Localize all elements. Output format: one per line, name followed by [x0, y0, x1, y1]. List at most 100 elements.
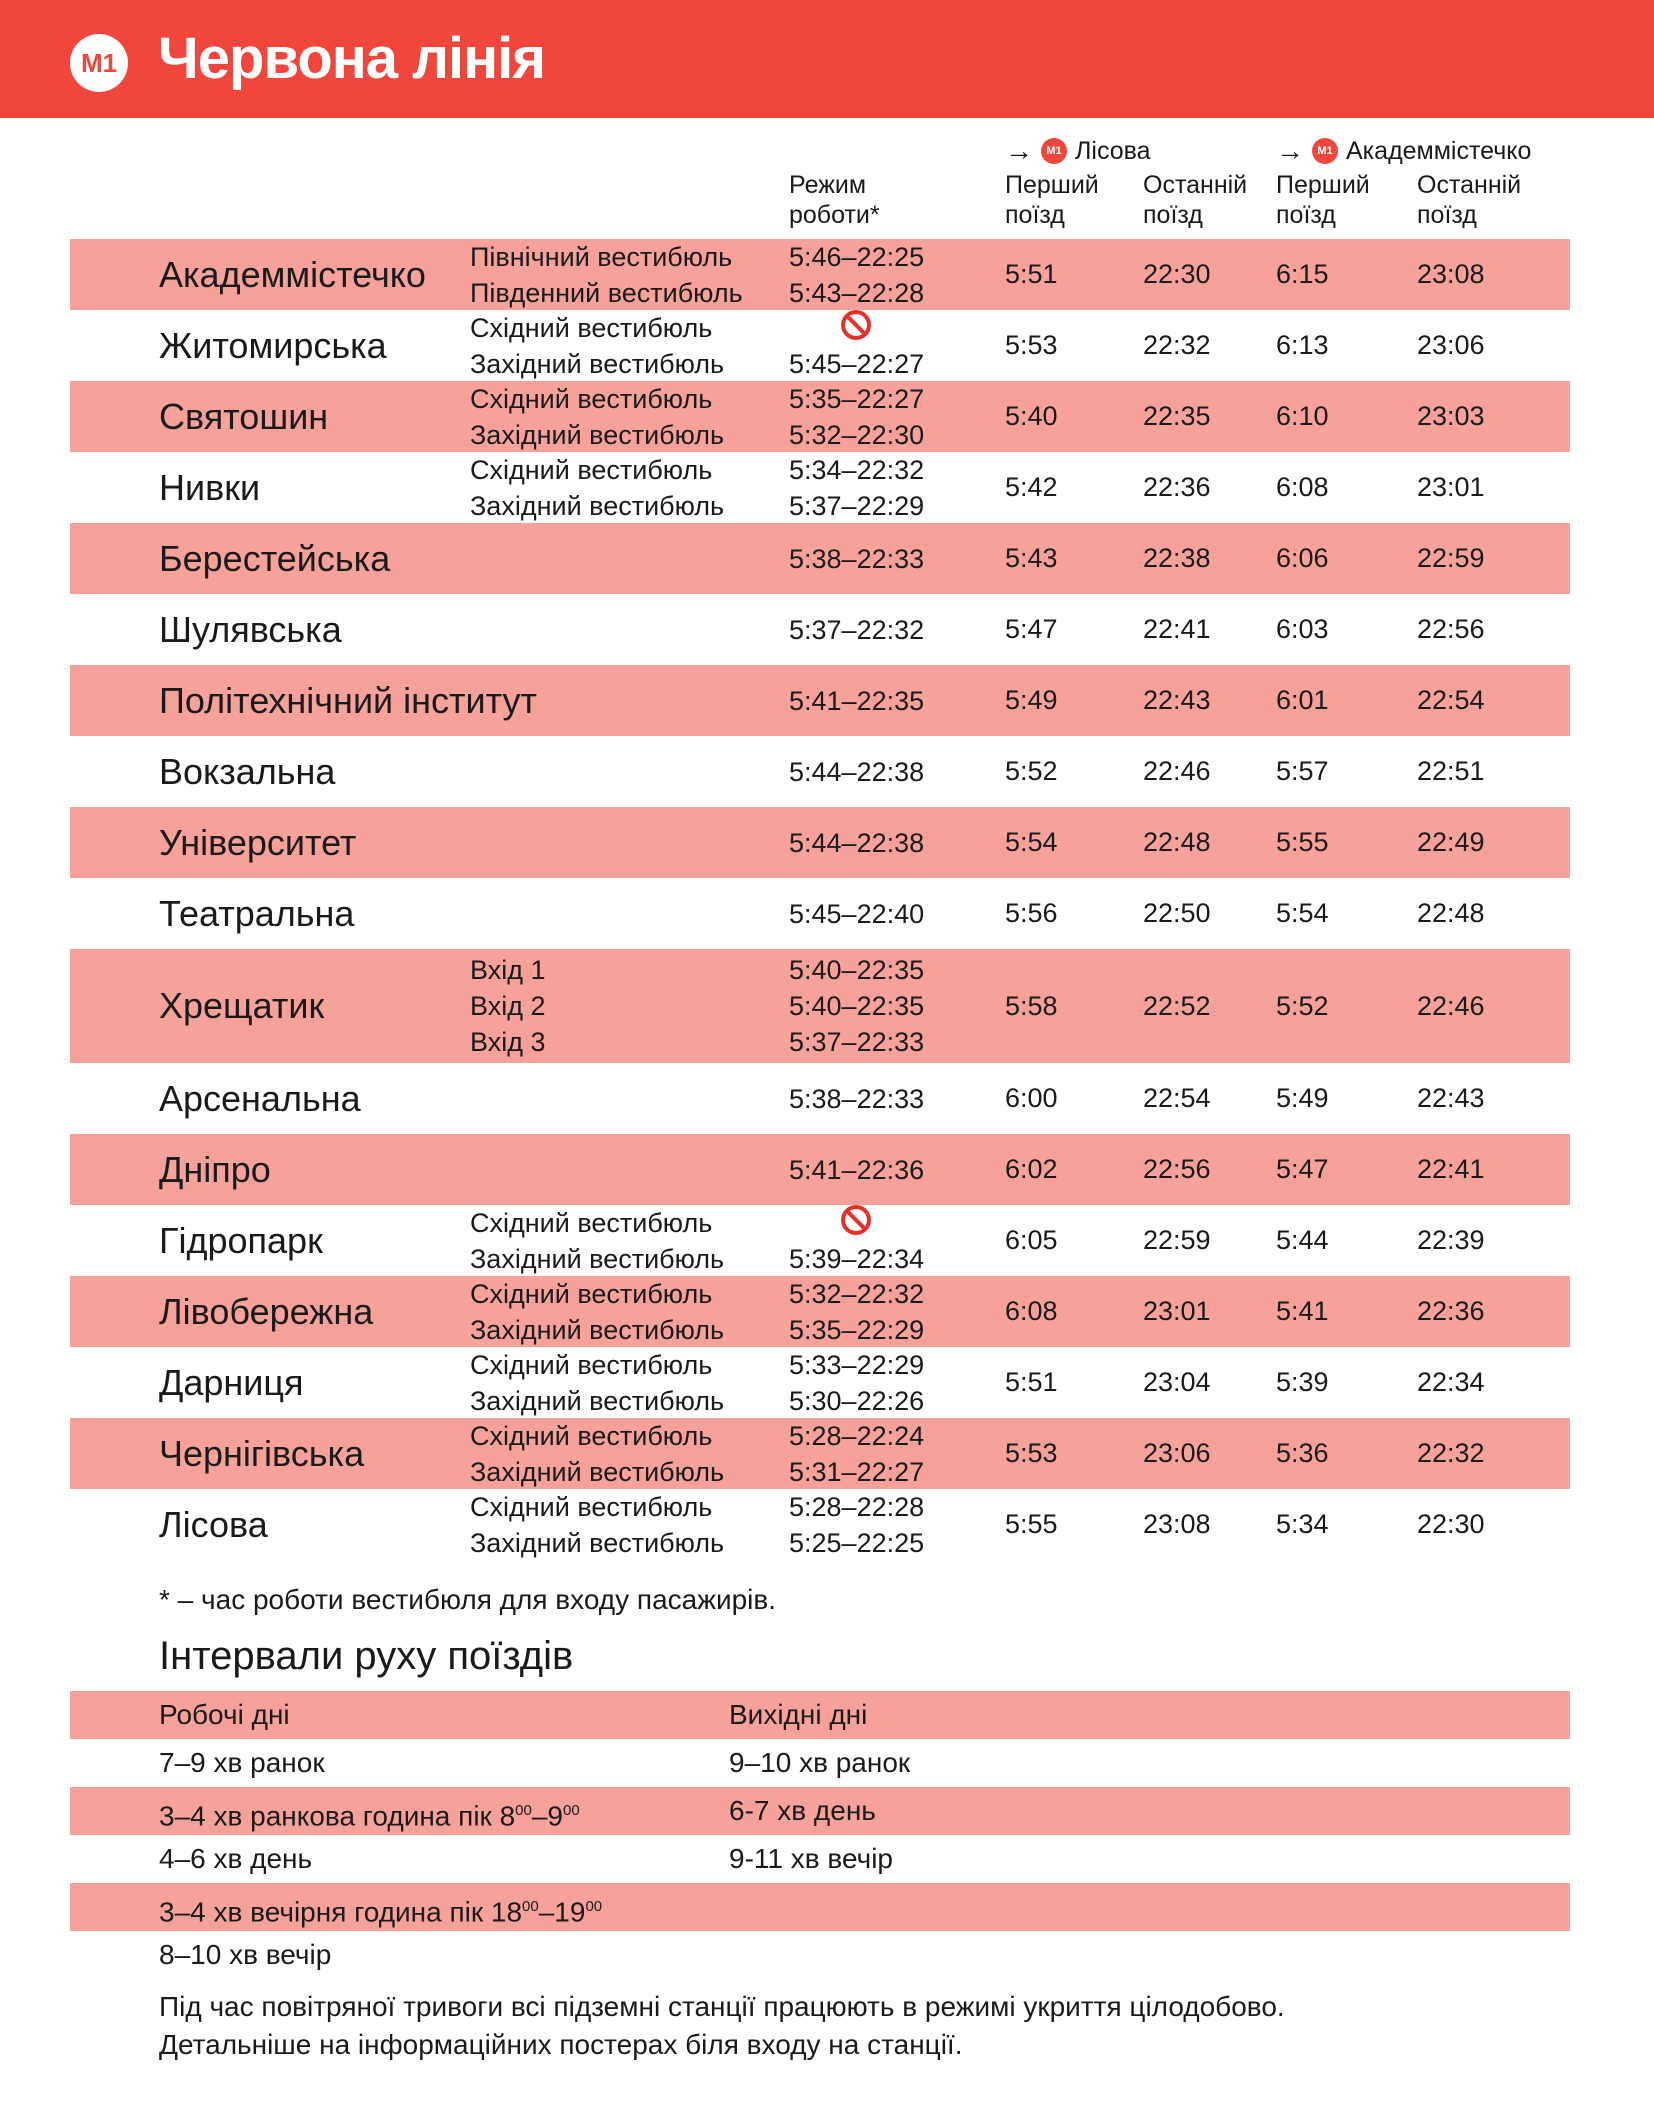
- intervals-title: Інтервали руху поїздів: [159, 1634, 574, 1678]
- entrance-label: Західний вестибюль: [470, 1385, 725, 1416]
- entrance-hours: 5:45–22:27: [789, 309, 925, 381]
- entrance-label: Східний вестибюль: [470, 1207, 713, 1238]
- station-name: Університет: [159, 821, 357, 863]
- entrance-hours-value: 5:45–22:27: [789, 348, 925, 379]
- weekday-interval: 8–10 хв вечір: [159, 1931, 331, 1979]
- entrance-labels: Східний вестибюль Західний вестибюль: [470, 452, 724, 523]
- column-header-last-1: Останній поїзд: [1143, 171, 1248, 229]
- entrance-label: Вхід 1: [470, 955, 546, 985]
- entrance-hours: 5:37–22:32: [789, 594, 924, 665]
- direction-label: Академмістечко: [1346, 137, 1532, 165]
- entrance-hours-value: 5:38–22:33: [789, 543, 925, 574]
- weekend-interval: 6-7 хв день: [729, 1795, 876, 1826]
- last-train-akademmistechko: 22:43: [1417, 1083, 1485, 1113]
- direction-label: Лісова: [1075, 137, 1151, 165]
- entrance-hours: 5:45–22:40: [789, 878, 924, 949]
- entrance-hours: 5:41–22:35: [789, 665, 924, 736]
- weekday-text-end: –9: [531, 1800, 563, 1832]
- first-train-lisova: 5:54: [1005, 827, 1058, 857]
- entrance-hours: 5:33–22:29 5:30–22:26: [789, 1347, 924, 1418]
- station-row: Нивки Східний вестибюль Західний вестибюль…: [70, 452, 1570, 523]
- station-name: Академмістечко: [159, 253, 426, 295]
- interval-row: 4–6 хв день 9-11 хв вечір: [70, 1835, 1570, 1883]
- station-name: Хрещатик: [159, 985, 325, 1026]
- last-train-lisova: 22:41: [1143, 614, 1211, 644]
- weekday-interval: 4–6 хв день: [159, 1835, 312, 1883]
- first-train-akademmistechko: 5:39: [1276, 1367, 1329, 1397]
- weekday-text: 3–4 хв ранкова година пік 8: [159, 1800, 516, 1832]
- entrance-hours: 5:38–22:33: [789, 523, 924, 594]
- last-train-akademmistechko: 22:39: [1417, 1225, 1485, 1255]
- station-name: Гідропарк: [159, 1219, 323, 1261]
- interval-row: 7–9 хв ранок 9–10 хв ранок: [70, 1739, 1570, 1787]
- first-train-akademmistechko: 6:08: [1276, 472, 1329, 502]
- station-name: Вокзальна: [159, 750, 336, 792]
- weekday-interval: 3–4 хв вечірня година пік 1800–1900: [159, 1883, 602, 1936]
- first-train-akademmistechko: 5:55: [1276, 827, 1329, 857]
- first-train-lisova: 6:08: [1005, 1296, 1058, 1326]
- entrance-label: Східний вестибюль: [470, 1491, 713, 1522]
- last-train-akademmistechko: 22:32: [1417, 1438, 1485, 1468]
- entrance-hours-value: 5:37–22:32: [789, 614, 925, 645]
- entrance-label: Східний вестибюль: [470, 1349, 713, 1380]
- station-row: Житомирська Східний вестибюль Західний вес…: [70, 309, 1570, 381]
- entrance-hours: 5:32–22:32 5:35–22:29: [789, 1276, 924, 1347]
- arrow-right-icon: →: [1276, 135, 1304, 166]
- interval-row: 3–4 хв ранкова година пік 800–900 6-7 хв …: [70, 1787, 1570, 1835]
- entrance-label: Південний вестибюль: [470, 277, 743, 308]
- no-entry-icon: [841, 309, 871, 340]
- entrance-labels: Східний вестибюль Західний вестибюль: [470, 1205, 724, 1276]
- entrance-label: Західний вестибюль: [470, 1527, 725, 1558]
- page-title: Червона лінія: [158, 26, 546, 91]
- last-train-lisova: 22:30: [1143, 259, 1211, 289]
- first-train-lisova: 5:49: [1005, 685, 1058, 715]
- first-train-lisova: 5:43: [1005, 543, 1058, 573]
- m1-line-logo: M1: [70, 34, 128, 92]
- entrance-label: Західний вестибюль: [470, 1243, 725, 1274]
- station-name: Шулявська: [159, 608, 342, 650]
- entrance-hours-value: 5:33–22:29: [789, 1349, 925, 1380]
- header-weekdays: Робочі дні: [159, 1699, 290, 1730]
- station-name: Житомирська: [159, 324, 387, 366]
- entrance-hours-value: 5:40–22:35: [789, 955, 925, 985]
- direction-lisova: → M1 Лісова: [1005, 136, 1151, 166]
- first-train-lisova: 6:05: [1005, 1225, 1058, 1255]
- station-row: Берестейська 5:38–22:33 5:43 22:38 6:06 22:59: [70, 523, 1570, 594]
- info-note: Детальніше на інформаційних постерах біл…: [159, 2029, 963, 2060]
- entrance-labels: Східний вестибюль Західний вестибюль: [470, 1418, 724, 1489]
- entrance-hours-value: 5:38–22:33: [789, 1083, 925, 1114]
- first-train-lisova: 5:52: [1005, 756, 1058, 786]
- last-train-akademmistechko: 22:49: [1417, 827, 1485, 857]
- m1-badge-icon: M1: [1041, 138, 1067, 164]
- column-header-first-1: Перший поїзд: [1005, 171, 1099, 229]
- direction-akademmistechko: → M1 Академмістечко: [1276, 136, 1531, 166]
- last-train-akademmistechko: 22:36: [1417, 1296, 1485, 1326]
- arrow-right-icon: →: [1005, 135, 1033, 166]
- station-name: Дарниця: [159, 1361, 304, 1403]
- last-train-akademmistechko: 23:03: [1417, 401, 1485, 431]
- entrance-hours-value: 5:41–22:35: [789, 685, 925, 716]
- entrance-labels: Північний вестибюль Південний вестибюль: [470, 239, 743, 310]
- closed-entrance: [789, 309, 924, 346]
- station-row: Політехнічний інститут 5:41–22:35 5:49 22:4…: [70, 665, 1570, 736]
- weekday-text: 7–9 хв ранок: [159, 1747, 325, 1778]
- entrance-hours-value: 5:32–22:30: [789, 419, 925, 450]
- entrance-hours: 5:46–22:25 5:43–22:28: [789, 239, 924, 310]
- superscript-minutes: 00: [515, 1802, 532, 1819]
- entrance-hours: 5:44–22:38: [789, 807, 924, 878]
- entrance-label: Західний вестибюль: [470, 1456, 725, 1487]
- last-train-akademmistechko: 23:06: [1417, 330, 1485, 360]
- entrance-hours-value: 5:28–22:24: [789, 1420, 925, 1451]
- entrance-label: Східний вестибюль: [470, 1278, 713, 1309]
- entrance-label: Західний вестибюль: [470, 490, 725, 521]
- last-train-akademmistechko: 23:01: [1417, 472, 1485, 502]
- last-train-lisova: 22:38: [1143, 543, 1211, 573]
- entrance-hours-value: 5:44–22:38: [789, 756, 925, 787]
- station-row: Хрещатик Вхід 1 Вхід 2 Вхід 3 5:40–22:35 5:40…: [70, 949, 1570, 1063]
- last-train-akademmistechko: 22:34: [1417, 1367, 1485, 1397]
- entrance-label: Західний вестибюль: [470, 348, 725, 379]
- entrance-hours-value: 5:41–22:36: [789, 1154, 925, 1185]
- entrance-label: Західний вестибюль: [470, 419, 725, 450]
- station-row: Університет 5:44–22:38 5:54 22:48 5:55 22:49: [70, 807, 1570, 878]
- entrance-hours-value: 5:30–22:26: [789, 1385, 925, 1416]
